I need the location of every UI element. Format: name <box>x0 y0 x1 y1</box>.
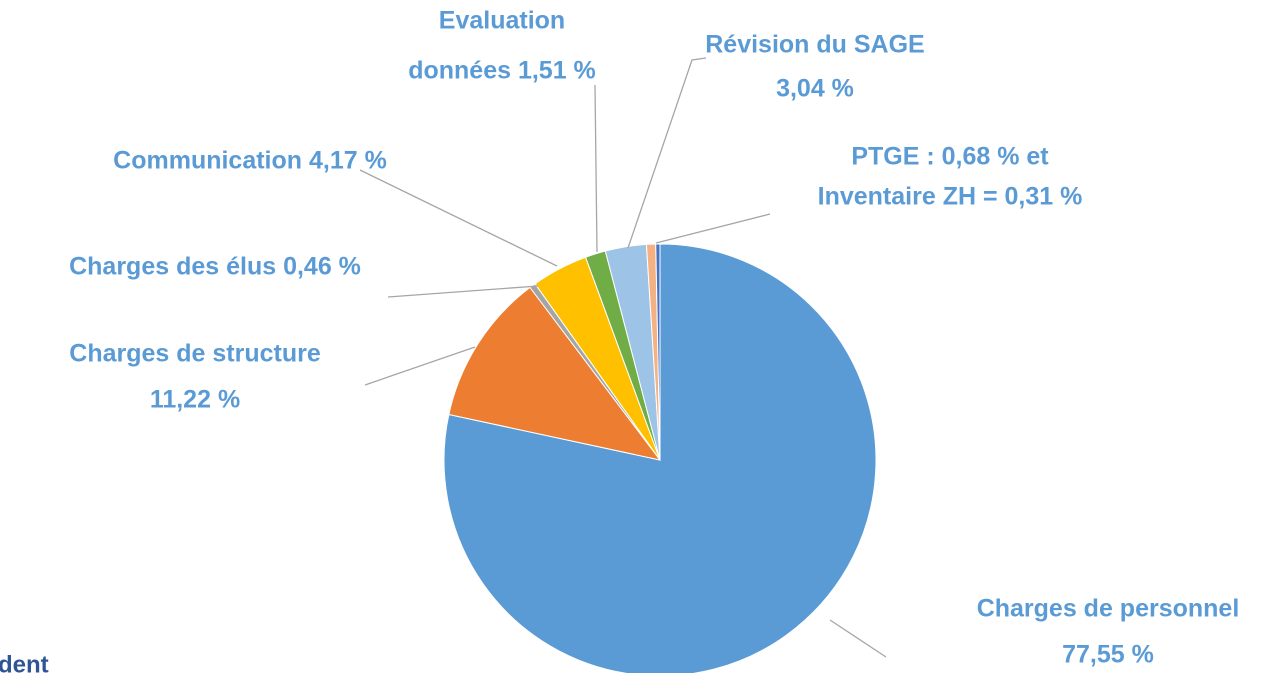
leader-line <box>829 619 887 658</box>
data-label: Révision du SAGE <box>705 31 924 59</box>
leader-line <box>655 213 771 244</box>
data-label: 3,04 % <box>776 75 854 103</box>
data-label: Inventaire ZH = 0,31 % <box>818 183 1083 211</box>
leader-line <box>627 57 707 249</box>
pie-slice <box>655 243 661 461</box>
leader-line <box>387 285 539 298</box>
data-label: Charges des élus 0,46 % <box>69 253 361 281</box>
data-label: Communication 4,17 % <box>113 147 387 175</box>
leader-line <box>359 169 558 267</box>
data-label: 77,55 % <box>1062 641 1154 669</box>
data-label: Evaluation <box>439 7 565 35</box>
data-label: 11,22 % <box>150 386 240 414</box>
leader-line <box>594 84 598 253</box>
pie-slice <box>448 286 662 461</box>
data-label: PTGE : 0,68 % et <box>851 143 1049 171</box>
cut-off-text: dent <box>0 651 49 673</box>
leader-line <box>364 346 476 386</box>
data-label: Charges de personnel <box>977 595 1240 623</box>
data-label: Charges de structure <box>69 340 321 368</box>
data-label: données 1,51 % <box>408 57 596 85</box>
pie-slice <box>443 243 877 673</box>
